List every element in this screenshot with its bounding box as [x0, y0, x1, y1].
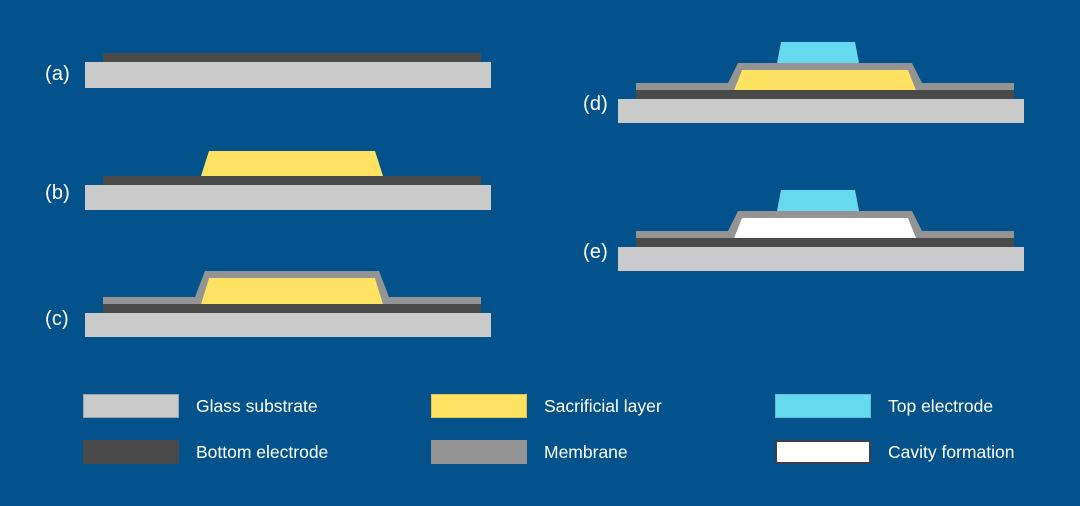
- legend-swatch-glass-substrate: [83, 394, 179, 418]
- panel-label-a: (a): [45, 63, 71, 85]
- panel-label-b: (b): [45, 182, 71, 204]
- legend-item-bottom-electrode: Bottom electrode: [83, 440, 328, 464]
- glass-substrate-layer: [85, 62, 491, 88]
- bottom-electrode-layer: [103, 53, 481, 62]
- glass-substrate-layer: [618, 247, 1024, 271]
- bottom-electrode-layer: [636, 238, 1014, 247]
- glass-substrate-layer: [618, 99, 1024, 123]
- legend-label-sacrificial-layer: Sacrificial layer: [544, 395, 662, 416]
- bottom-electrode-layer: [103, 304, 481, 313]
- legend-item-cavity-formation: Cavity formation: [775, 440, 1014, 464]
- panel-diagram-a: [85, 53, 491, 88]
- legend-swatch-sacrificial-layer: [431, 394, 527, 418]
- bottom-electrode-layer: [636, 90, 1014, 99]
- legend-item-glass-substrate: Glass substrate: [83, 394, 318, 418]
- panel-diagram-d: [618, 42, 1024, 123]
- top-electrode-shape: [777, 42, 859, 63]
- sacrificial-layer-shape: [201, 278, 383, 304]
- legend-swatch-bottom-electrode: [83, 440, 179, 464]
- legend-label-cavity-formation: Cavity formation: [888, 441, 1015, 462]
- legend-label-bottom-electrode: Bottom electrode: [196, 441, 329, 462]
- glass-substrate-layer: [85, 313, 491, 337]
- panel-diagram-e: [618, 190, 1024, 271]
- legend-item-sacrificial-layer: Sacrificial layer: [431, 394, 662, 418]
- glass-substrate-layer: [85, 185, 491, 210]
- legend-swatch-cavity-formation: [775, 440, 871, 464]
- bottom-electrode-layer: [103, 176, 481, 185]
- membrane-layer: [636, 211, 1014, 238]
- sacrificial-layer-shape: [734, 70, 916, 90]
- legend-label-membrane: Membrane: [544, 441, 628, 462]
- legend-swatch-top-electrode: [775, 394, 871, 418]
- membrane-layer: [636, 63, 1014, 90]
- top-electrode-shape: [777, 190, 859, 211]
- panel-diagram-c: [85, 271, 491, 337]
- cavity-formation-shape: [734, 218, 916, 238]
- sacrificial-layer-shape: [201, 151, 383, 176]
- panel-diagram-b: [85, 151, 491, 210]
- panel-label-e: (e): [583, 241, 609, 263]
- membrane-layer: [103, 271, 481, 304]
- panel-label-c: (c): [45, 308, 69, 330]
- legend-label-glass-substrate: Glass substrate: [196, 395, 318, 416]
- legend: Glass substrate Bottom electrode Sacrifi…: [83, 390, 1043, 475]
- legend-item-top-electrode: Top electrode: [775, 394, 993, 418]
- legend-item-membrane: Membrane: [431, 440, 628, 464]
- legend-swatch-membrane: [431, 440, 527, 464]
- panel-label-d: (d): [583, 93, 609, 115]
- legend-label-top-electrode: Top electrode: [888, 395, 994, 416]
